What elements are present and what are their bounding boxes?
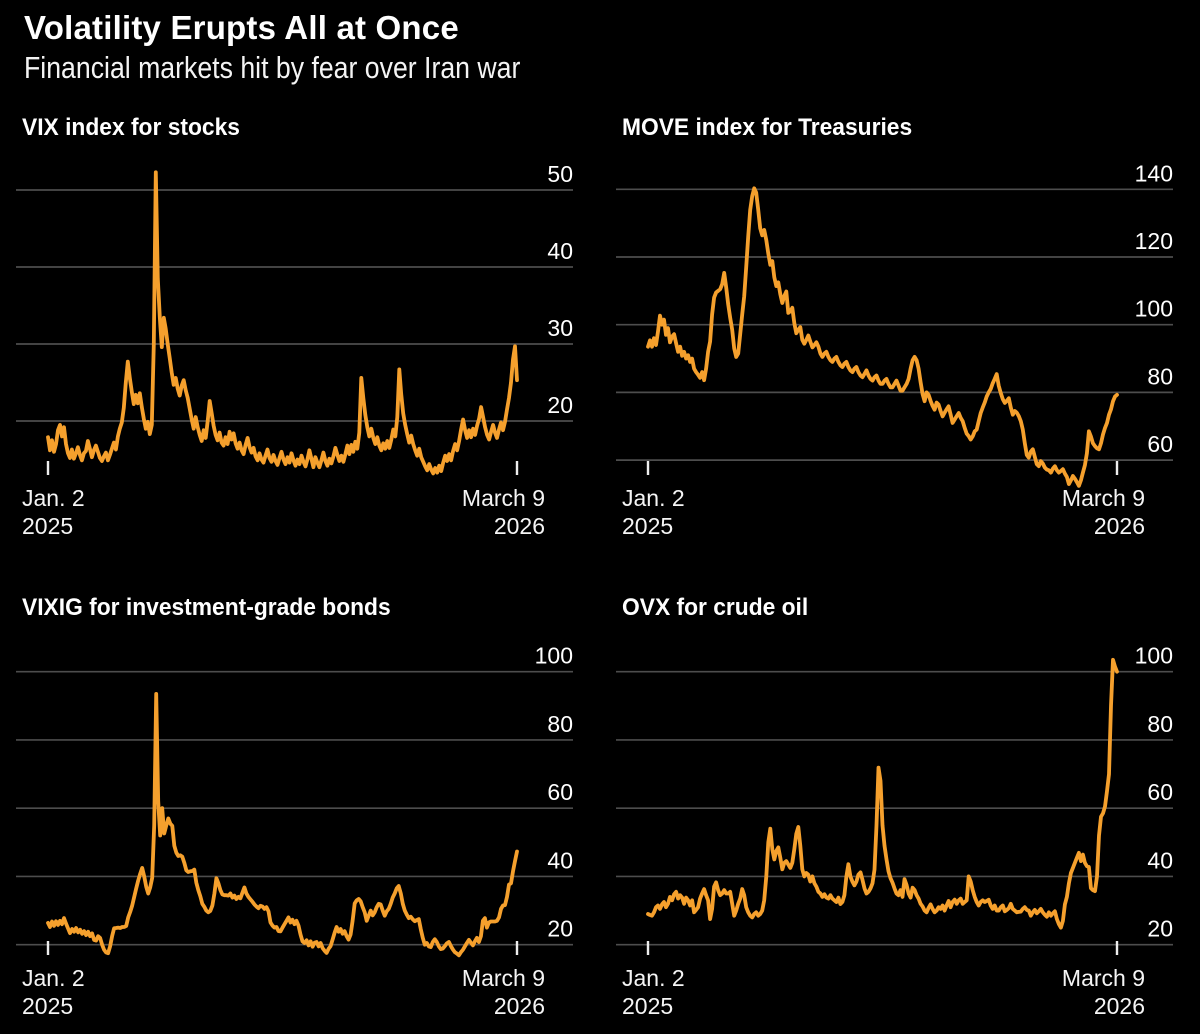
x-axis-end-label: March 9 2026: [1061, 965, 1145, 1019]
x-axis-start-label: Jan. 2 2025: [622, 485, 685, 539]
y-tick-label: 40: [1147, 847, 1173, 873]
x-axis-end-label: March 9 2026: [1061, 485, 1145, 539]
page-title: Volatility Erupts All at Once: [24, 9, 459, 46]
panel-title: VIX index for stocks: [22, 114, 240, 141]
y-tick-label: 60: [1147, 779, 1173, 805]
data-line: [46, 692, 519, 958]
x-axis-start-label: Jan. 2 2025: [22, 965, 85, 1019]
y-tick-label: 100: [1135, 296, 1173, 322]
y-tick-label: 80: [1147, 711, 1173, 737]
vixig-line-chart: 100 80 60 40 20: [16, 643, 573, 958]
panel-ovx-crude-oil: 100 80 60 40 20 OVX for crude oil Jan. 2 202…: [600, 590, 1200, 1034]
x-axis-start-label: Jan. 2 2025: [622, 965, 685, 1019]
y-tick-label: 20: [547, 392, 573, 418]
y-tick-label: 140: [1135, 160, 1173, 186]
move-line-chart: 140 120 100 80 60: [616, 160, 1173, 488]
vix-line-chart: 50 40 30 20: [16, 161, 573, 476]
panel-move-treasuries: 140 120 100 80 60 MOVE index for Treasuries …: [600, 110, 1200, 590]
page-subtitle: Financial markets hit by fear over Iran …: [24, 50, 521, 85]
panel-title: VIXIG for investment-grade bonds: [22, 594, 391, 621]
y-tick-label: 100: [1135, 643, 1173, 669]
y-tick-label: 60: [1147, 431, 1173, 457]
y-tick-label: 30: [547, 315, 573, 341]
data-line: [646, 186, 1119, 488]
y-tick-label: 20: [547, 916, 573, 942]
x-axis-end-label: March 9 2026: [461, 485, 545, 539]
panel-title: MOVE index for Treasuries: [622, 114, 913, 141]
data-line: [46, 170, 519, 476]
y-tick-label: 50: [547, 161, 573, 187]
x-axis-end-label: March 9 2026: [461, 965, 545, 1019]
y-tick-label: 20: [1147, 916, 1173, 942]
data-line: [646, 657, 1119, 930]
panel-title: OVX for crude oil: [622, 594, 809, 621]
y-tick-label: 40: [547, 238, 573, 264]
panel-vixig-bonds: 100 80 60 40 20 VIXIG for investment-grade b…: [0, 590, 600, 1034]
y-tick-label: 100: [535, 643, 573, 669]
chart-header: Volatility Erupts All at Once Financial …: [24, 8, 1174, 86]
y-tick-label: 120: [1135, 228, 1173, 254]
y-tick-label: 40: [547, 847, 573, 873]
y-tick-label: 80: [1147, 363, 1173, 389]
x-axis-start-label: Jan. 2 2025: [22, 485, 85, 539]
y-tick-label: 60: [547, 779, 573, 805]
panel-vix-stocks: 50 40 30 20 VIX index for stocks Jan. 2 202…: [0, 110, 600, 590]
y-tick-label: 80: [547, 711, 573, 737]
ovx-line-chart: 100 80 60 40 20: [616, 643, 1173, 955]
